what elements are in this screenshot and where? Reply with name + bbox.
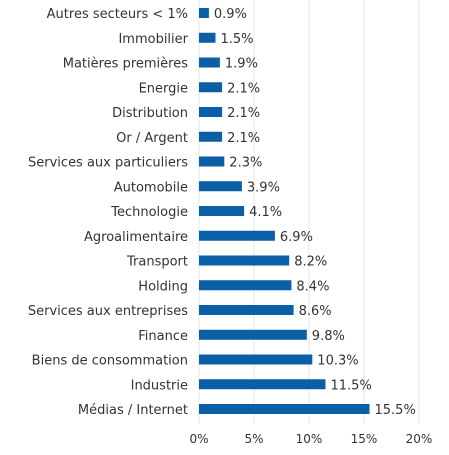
- data-label: 1.9%: [225, 57, 258, 72]
- category-label: Automobile: [114, 180, 188, 195]
- category-label: Matières premières: [63, 57, 188, 72]
- category-label: Agroalimentaire: [84, 230, 188, 245]
- category-label: Biens de consommation: [32, 354, 188, 369]
- data-label: 2.3%: [229, 156, 262, 171]
- bar: [199, 156, 225, 167]
- bar: [199, 255, 290, 266]
- data-label: 1.5%: [221, 32, 254, 47]
- data-label: 2.1%: [227, 131, 260, 146]
- category-labels: Autres secteurs < 1% Immobilier Matières p…: [28, 7, 189, 418]
- data-label: 8.4%: [296, 279, 329, 294]
- category-label: Finance: [138, 329, 188, 344]
- x-tick-label: 0%: [189, 432, 208, 446]
- grid-lines: [198, 0, 420, 424]
- data-label: 10.3%: [317, 354, 358, 369]
- data-label: 8.2%: [294, 255, 327, 270]
- value-labels: 0.9% 1.5% 1.9% 2.1% 2.1% 2.1% 2.3% 3.9% 4.1% 6.9%…: [214, 7, 416, 418]
- bar: [199, 404, 370, 414]
- bar: [199, 131, 223, 142]
- x-tick-label: 10%: [296, 432, 323, 446]
- category-label: Technologie: [110, 205, 188, 220]
- data-label: 0.9%: [214, 7, 247, 22]
- bar: [199, 280, 292, 291]
- category-label: Services aux particuliers: [28, 156, 188, 171]
- x-tick-label: 5%: [244, 432, 263, 446]
- data-label: 11.5%: [331, 378, 372, 393]
- bars: [199, 8, 370, 414]
- category-label: Energie: [139, 81, 188, 96]
- data-label: 9.8%: [312, 329, 345, 344]
- category-label: Distribution: [112, 106, 188, 121]
- x-tick-label: 20%: [406, 432, 433, 446]
- bar: [199, 230, 275, 241]
- x-axis-ticks: 0% 5% 10% 15% 20%: [189, 432, 432, 446]
- category-label: Autres secteurs < 1%: [47, 7, 188, 22]
- category-label: Industrie: [131, 378, 188, 393]
- data-label: 2.1%: [227, 81, 260, 96]
- data-label: 3.9%: [247, 180, 280, 195]
- bar: [199, 8, 209, 18]
- bar: [199, 379, 326, 390]
- bar: [199, 329, 307, 340]
- bar: [199, 107, 223, 117]
- data-label: 15.5%: [375, 403, 416, 418]
- category-label: Médias / Internet: [78, 403, 188, 418]
- bar: [199, 206, 245, 216]
- bar: [199, 82, 223, 93]
- data-label: 2.1%: [227, 106, 260, 121]
- category-label: Holding: [138, 279, 188, 294]
- bar: [199, 32, 216, 43]
- bar: [199, 354, 313, 365]
- category-label: Services aux entreprises: [28, 304, 188, 319]
- category-label: Or / Argent: [116, 131, 188, 146]
- category-label: Immobilier: [118, 32, 188, 47]
- data-label: 8.6%: [299, 304, 332, 319]
- bar: [199, 181, 242, 192]
- data-label: 6.9%: [280, 230, 313, 245]
- data-label: 4.1%: [249, 205, 282, 220]
- bar: [199, 57, 220, 68]
- bar: [199, 305, 294, 315]
- category-label: Transport: [126, 255, 188, 270]
- x-tick-label: 15%: [351, 432, 378, 446]
